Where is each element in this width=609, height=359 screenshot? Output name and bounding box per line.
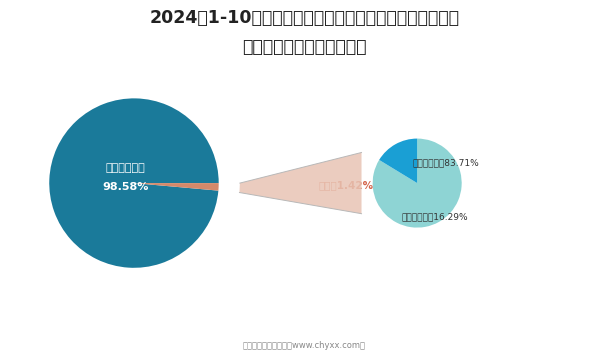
Wedge shape (49, 98, 219, 268)
Text: 其他企業類型83.71%: 其他企業類型83.71% (413, 159, 479, 168)
Text: 河北省1.42%: 河北省1.42% (319, 180, 374, 190)
Wedge shape (379, 139, 417, 183)
Text: 98.58%: 98.58% (102, 182, 149, 192)
Wedge shape (134, 183, 219, 191)
Text: 制圖：智研咨詢整理（www.chyxx.com）: 制圖：智研咨詢整理（www.chyxx.com） (243, 341, 366, 350)
Text: 外商投資企業16.29%: 外商投資企業16.29% (401, 212, 468, 221)
Text: 全國其他省份: 全國其他省份 (105, 163, 146, 173)
Text: 2024年1-10月河北省進出口總額占全國比重及外商投資企: 2024年1-10月河北省進出口總額占全國比重及外商投資企 (149, 9, 460, 27)
Text: 業占進出口總額比重統計圖: 業占進出口總額比重統計圖 (242, 38, 367, 56)
Wedge shape (373, 139, 462, 228)
